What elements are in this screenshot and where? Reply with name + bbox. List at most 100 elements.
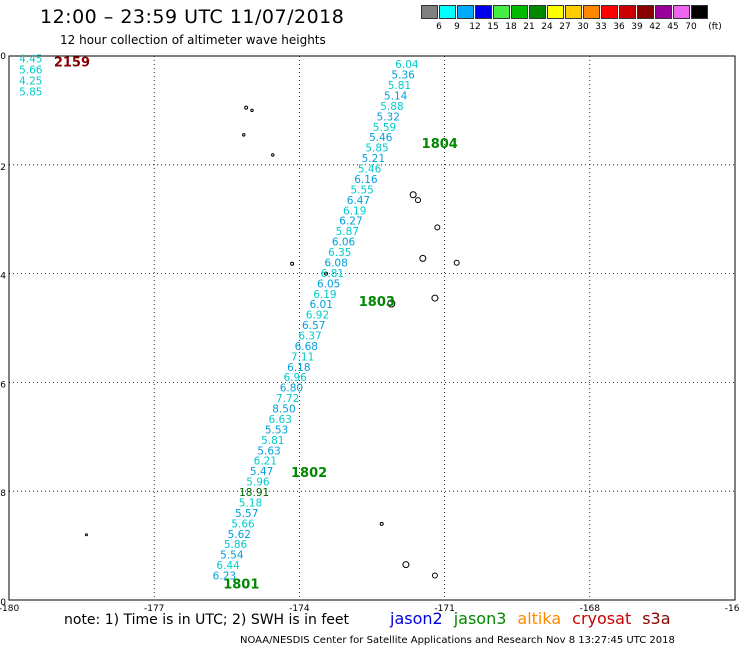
units-note: note: 1) Time is in UTC; 2) SWH is in fe… [64,612,350,628]
island-outline [324,271,329,276]
colorbar-swatch [673,5,690,19]
wave-height-label: 6.05 [317,278,340,290]
colorbar-swatch [493,5,510,19]
island-outline [271,153,275,157]
wave-height-label: 5.81 [261,435,284,447]
longitude-label: -171 [434,604,454,614]
pass-time-label: 2159 [54,55,90,70]
mission-label-cryosat: cryosat [572,609,632,628]
wave-height-label: 6.35 [328,247,351,259]
colorbar-swatch [529,5,546,19]
wave-height-label: 6.37 [298,330,321,342]
mission-label-altika: altika [517,609,562,628]
wave-height-label: 5.85 [19,86,42,98]
island-outline [379,521,384,526]
map-title: 12:00 – 23:59 UTC 11/07/2018 [40,6,345,28]
island-outline [453,259,460,266]
mission-label-jason3: jason3 [453,609,507,628]
wave-height-label: 5.53 [265,424,288,436]
wave-height-label: 6.06 [332,237,356,249]
colorbar-label: 21 [523,22,535,32]
wave-height-label: 5.46 [369,132,393,144]
colorbar-swatch [655,5,672,19]
wave-height-label: 5.59 [373,122,396,134]
wave-height-label: 4.45 [19,54,42,66]
wave-height-label: 6.96 [283,372,307,384]
colorbar-label: 15 [487,22,499,32]
colorbar-swatch [547,5,564,19]
island-outline [84,533,88,537]
colorbar-swatch [475,5,492,19]
colorbar-label: 24 [541,22,553,32]
colorbar-label: 36 [613,22,625,32]
longitude-label: -180 [0,604,19,614]
wave-height-label: 5.21 [362,153,385,165]
colorbar-swatch [421,5,438,19]
wave-height-label: 5.85 [365,143,388,155]
colorbar-label: 9 [454,22,460,32]
wave-height-label: 6.92 [306,310,329,322]
island-outline [431,572,438,579]
island-outline [387,299,396,308]
latitude-label: 0 [0,52,6,62]
wave-height-label: 5.88 [380,101,403,113]
wave-height-label: 5.54 [220,550,244,562]
colorbar-label: 33 [595,22,607,32]
latitude-label: -6 [0,380,6,390]
island-outline [431,294,439,302]
wave-height-label: 6.01 [310,299,333,311]
pass-time-label: 1804 [422,137,458,152]
island-outline [242,133,246,137]
latitude-label: -2 [0,163,6,173]
footer-credit: NOAA/NESDIS Center for Satellite Applica… [240,635,675,646]
wave-height-label: 5.47 [250,466,273,478]
colorbar-label: 12 [469,22,481,32]
wave-height-label: 4.25 [19,75,42,87]
latitude-label: -8 [0,489,6,499]
colorbar-swatch [619,5,636,19]
wave-height-label: 5.86 [224,539,248,551]
longitude-label: -165 [725,604,740,614]
wave-height-label: 5.32 [377,111,400,123]
colorbar-label: 27 [559,22,571,32]
wave-height-label: 6.08 [324,257,347,269]
colorbar-label: 18 [505,22,517,32]
wave-height-label: 6.19 [313,289,336,301]
wave-height-label: 5.66 [231,518,255,530]
wave-height-label: 6.47 [347,195,370,207]
colorbar-swatch [511,5,528,19]
island-outline [250,108,254,113]
longitude-label: -177 [144,604,164,614]
colorbar-swatch [583,5,600,19]
longitude-label: -168 [580,604,601,614]
wave-height-label: 6.27 [339,216,362,228]
wave-height-label: 5.36 [391,70,415,82]
wave-height-label: 5.81 [388,80,411,92]
map-subtitle: 12 hour collection of altimeter wave hei… [60,33,326,47]
colorbar-unit: (ft) [708,22,722,32]
colorbar-label: 6 [436,22,442,32]
colorbar-swatch [691,5,708,19]
wave-height-label: 7.72 [276,393,299,405]
colorbar-swatch [439,5,456,19]
wave-height-label: 5.63 [257,445,280,457]
wave-height-label: 6.21 [254,456,277,468]
wave-height-label: 6.18 [287,362,310,374]
latitude-label: -4 [0,272,6,282]
wave-height-label: 5.46 [358,164,382,176]
colorbar-swatch [457,5,474,19]
wave-height-label: 6.16 [354,174,378,186]
wave-height-label: 5.57 [235,508,258,520]
wave-height-label: 6.57 [302,320,325,332]
colorbar-label: 70 [685,22,697,32]
island-outline [402,561,410,569]
longitude-label: -174 [289,604,310,614]
pass-time-label: 1802 [291,466,327,481]
wave-height-label: 6.63 [269,414,292,426]
wave-height-label: 7.11 [291,351,314,363]
wave-height-label: 5.87 [336,226,359,238]
wave-height-label: 5.62 [228,529,251,541]
colorbar-swatch [637,5,654,19]
map-frame [8,55,736,601]
